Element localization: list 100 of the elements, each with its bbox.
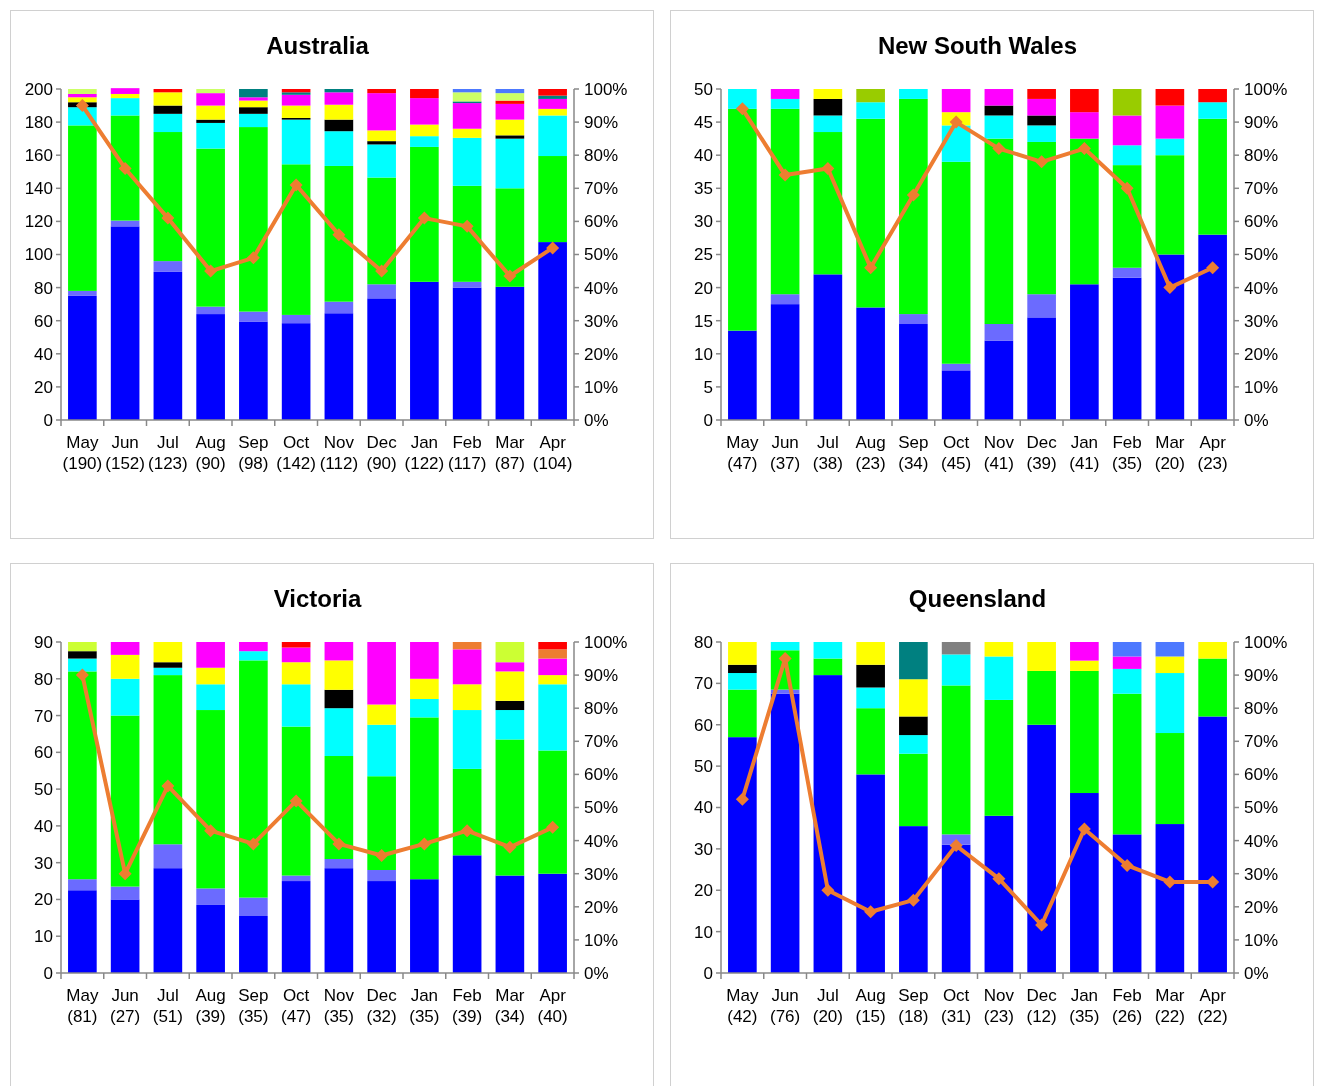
y-tick-label: 120 bbox=[24, 212, 53, 232]
bar bbox=[899, 98, 928, 315]
bar bbox=[984, 89, 1014, 106]
bar bbox=[324, 92, 354, 105]
bar bbox=[495, 103, 525, 120]
y2-tick-label: 50% bbox=[1244, 798, 1279, 818]
y2-tick-label: 60% bbox=[584, 765, 619, 785]
bar bbox=[1027, 98, 1056, 116]
bar bbox=[728, 664, 757, 674]
bar bbox=[538, 156, 567, 243]
point bbox=[460, 219, 474, 233]
bar bbox=[410, 98, 439, 125]
bar bbox=[770, 642, 800, 651]
bar bbox=[1070, 670, 1099, 794]
bar bbox=[68, 290, 97, 296]
bar bbox=[856, 774, 885, 973]
x-tick-label: Feb (26) bbox=[1112, 986, 1143, 1026]
bar bbox=[110, 899, 140, 973]
bar bbox=[856, 307, 885, 420]
bar bbox=[1027, 670, 1056, 725]
x-tick-label: Nov (23) bbox=[983, 986, 1015, 1026]
y-tick-label: 50 bbox=[34, 780, 53, 800]
bar bbox=[1155, 254, 1185, 420]
bar bbox=[410, 146, 439, 282]
bar bbox=[538, 750, 567, 874]
bar bbox=[281, 314, 311, 324]
bar bbox=[68, 125, 97, 291]
bar bbox=[68, 93, 97, 98]
bar bbox=[1112, 165, 1142, 268]
bar bbox=[410, 699, 439, 718]
point bbox=[1206, 261, 1220, 275]
bar bbox=[1198, 642, 1227, 659]
bar bbox=[899, 753, 928, 827]
bar bbox=[941, 161, 971, 364]
bar bbox=[452, 185, 482, 282]
x-tick-label: Oct (45) bbox=[941, 433, 972, 473]
point bbox=[546, 820, 560, 834]
bar bbox=[495, 89, 525, 94]
bar bbox=[495, 135, 525, 139]
bar bbox=[153, 675, 183, 845]
bar bbox=[1070, 138, 1099, 285]
bar bbox=[110, 98, 140, 116]
x-tick-label: Sep (34) bbox=[898, 433, 929, 473]
x-tick-label: May (47) bbox=[726, 433, 759, 473]
y-tick-label: 200 bbox=[24, 79, 53, 99]
bar bbox=[239, 107, 268, 114]
point bbox=[1120, 858, 1134, 872]
bar bbox=[110, 654, 140, 679]
bar bbox=[324, 119, 354, 132]
x-tick-label: Dec (12) bbox=[1026, 986, 1058, 1026]
bar bbox=[452, 768, 482, 856]
y2-tick-label: 40% bbox=[584, 278, 619, 298]
y-tick-label: 160 bbox=[24, 146, 53, 166]
bar bbox=[452, 710, 482, 769]
point bbox=[864, 905, 878, 919]
chart-title: New South Wales bbox=[877, 32, 1078, 59]
y-tick-label: 25 bbox=[694, 245, 713, 265]
bar bbox=[538, 242, 567, 420]
bar bbox=[1112, 267, 1142, 278]
bar bbox=[941, 654, 971, 686]
bar bbox=[281, 105, 311, 118]
y-tick-label: 10 bbox=[694, 922, 713, 942]
bar bbox=[813, 132, 843, 275]
bar bbox=[770, 89, 800, 99]
bar bbox=[239, 642, 268, 652]
y2-tick-label: 30% bbox=[1244, 864, 1279, 884]
bar bbox=[899, 89, 928, 99]
x-tick-label: Jan (122) bbox=[404, 433, 445, 473]
bar bbox=[239, 97, 268, 101]
bar bbox=[68, 651, 97, 659]
bar bbox=[813, 675, 843, 973]
bar bbox=[452, 287, 482, 420]
x-tick-label: Aug (15) bbox=[855, 986, 886, 1026]
point bbox=[161, 211, 175, 225]
chart-title: Queensland bbox=[908, 585, 1047, 612]
bar bbox=[899, 716, 928, 736]
bar bbox=[153, 271, 183, 420]
bar bbox=[984, 656, 1014, 700]
bar bbox=[728, 737, 757, 973]
bar bbox=[1198, 658, 1227, 717]
y-tick-label: 10 bbox=[694, 344, 713, 364]
y-tick-label: 40 bbox=[34, 344, 53, 364]
y2-tick-label: 20% bbox=[1244, 897, 1279, 917]
bar bbox=[1027, 317, 1056, 420]
y2-tick-label: 0% bbox=[1244, 963, 1269, 983]
x-tick-label: May (190) bbox=[62, 433, 103, 473]
bar bbox=[538, 649, 567, 659]
bar bbox=[153, 868, 183, 973]
bar bbox=[239, 660, 268, 898]
bar bbox=[324, 131, 354, 166]
point bbox=[161, 779, 175, 793]
bar bbox=[813, 98, 843, 116]
bar bbox=[196, 306, 225, 315]
bar bbox=[538, 658, 567, 676]
y2-tick-label: 80% bbox=[584, 699, 619, 719]
bar bbox=[1027, 294, 1056, 318]
x-tick-label: Sep (35) bbox=[238, 986, 269, 1026]
bar bbox=[367, 177, 396, 285]
point bbox=[332, 228, 346, 242]
y-tick-label: 40 bbox=[694, 146, 713, 166]
